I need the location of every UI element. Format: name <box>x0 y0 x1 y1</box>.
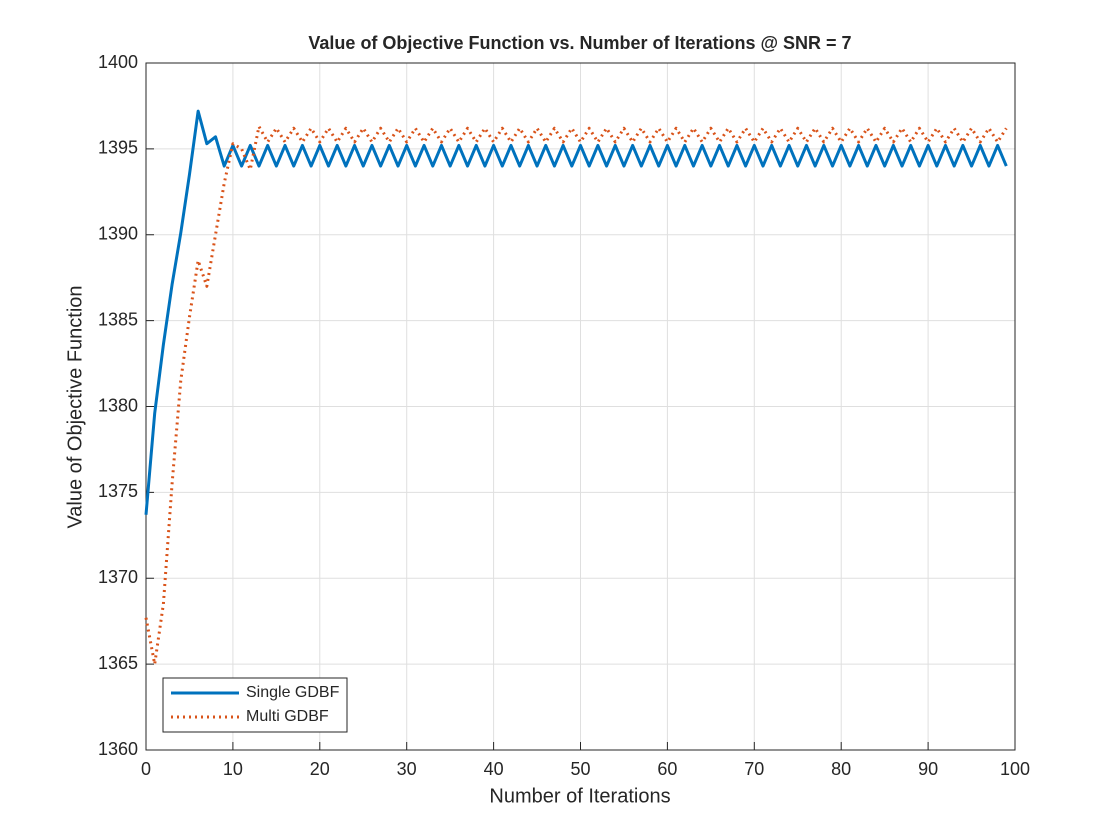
data-line <box>144 125 1008 666</box>
x-tick-label: 100 <box>1000 759 1030 779</box>
y-tick-label: 1370 <box>98 567 138 587</box>
x-tick-label: 90 <box>918 759 938 779</box>
y-tick-label: 1400 <box>98 52 138 72</box>
chart-title: Value of Objective Function vs. Number o… <box>308 33 851 53</box>
y-tick-label: 1365 <box>98 653 138 673</box>
x-tick-label: 30 <box>397 759 417 779</box>
plot-frame <box>145 62 1016 751</box>
x-tick-label: 10 <box>223 759 243 779</box>
y-tick-label: 1385 <box>98 309 138 329</box>
legend-label: Single GDBF <box>246 684 340 701</box>
y-tick-label: 1375 <box>98 481 138 501</box>
legend-label: Multi GDBF <box>246 708 329 725</box>
x-tick-label: 50 <box>570 759 590 779</box>
x-tick-label: 70 <box>744 759 764 779</box>
y-tick-label: 1380 <box>98 395 138 415</box>
legend-box <box>162 677 348 733</box>
y-axis-label: Value of Objective Function <box>64 285 86 528</box>
x-tick-label: 80 <box>831 759 851 779</box>
x-tick-label: 40 <box>484 759 504 779</box>
y-tick-label: 1390 <box>98 224 138 244</box>
x-tick-label: 0 <box>141 759 151 779</box>
x-axis-label: Number of Iterations <box>489 785 670 807</box>
x-tick-label: 20 <box>310 759 330 779</box>
y-tick-label: 1395 <box>98 138 138 158</box>
x-tick-label: 60 <box>657 759 677 779</box>
y-tick-label: 1360 <box>98 739 138 759</box>
data-line <box>144 109 1008 515</box>
